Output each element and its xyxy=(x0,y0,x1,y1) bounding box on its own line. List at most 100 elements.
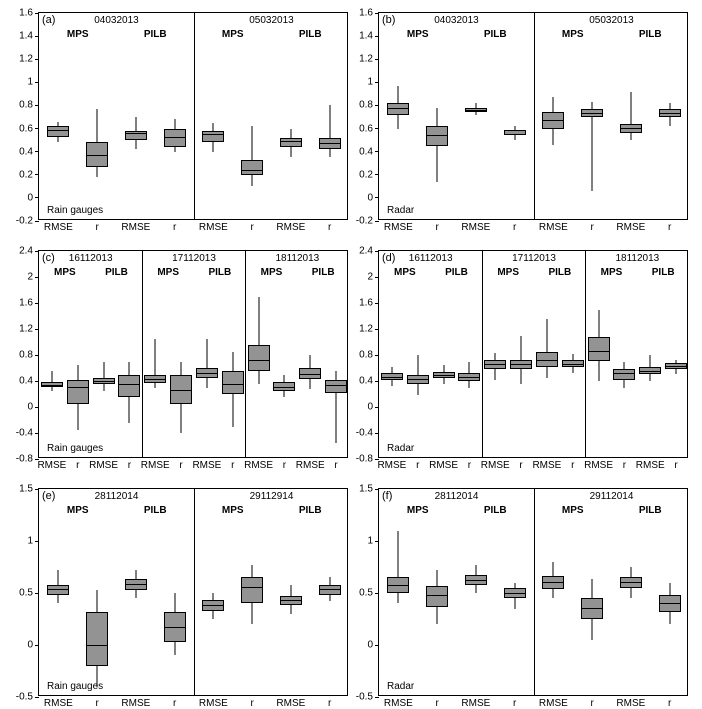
y-tick xyxy=(375,407,379,408)
median xyxy=(639,371,661,372)
median xyxy=(542,120,564,121)
y-tick-label: 0.5 xyxy=(359,588,373,599)
y-tick xyxy=(35,355,39,356)
box xyxy=(426,586,448,607)
median xyxy=(299,374,321,375)
x-tick-label: RMSE xyxy=(481,460,510,471)
median xyxy=(319,143,341,144)
corner-label: Rain gauges xyxy=(47,681,103,692)
median xyxy=(381,377,403,378)
y-tick xyxy=(375,251,379,252)
x-tick-label: r xyxy=(519,460,522,471)
series-label: PILB xyxy=(144,505,167,516)
x-tick-label: RMSE xyxy=(532,460,561,471)
corner-label: Radar xyxy=(387,443,414,454)
series-label: MPS xyxy=(407,29,429,40)
y-tick-label: 1.2 xyxy=(19,324,33,335)
y-tick xyxy=(375,36,379,37)
series-label: PILB xyxy=(639,505,662,516)
x-tick-label: r xyxy=(590,222,593,233)
y-tick xyxy=(375,381,379,382)
whisker xyxy=(329,105,330,157)
series-label: MPS xyxy=(562,505,584,516)
y-tick-label: -0.8 xyxy=(16,454,33,465)
y-tick-label: 0.8 xyxy=(359,350,373,361)
y-tick-label: 0.8 xyxy=(19,100,33,111)
panel-f: -0.500.511.5(f)Radar28112014MPSPILB29112… xyxy=(378,488,688,696)
y-tick-label: 0 xyxy=(367,192,373,203)
y-tick-label: 0.4 xyxy=(359,376,373,387)
box xyxy=(613,369,635,379)
x-tick-label: r xyxy=(668,222,671,233)
y-tick-label: 0.2 xyxy=(19,169,33,180)
x-tick-label: RMSE xyxy=(121,698,150,709)
panel-label: (a) xyxy=(42,14,55,26)
group-separator xyxy=(534,489,535,695)
median xyxy=(465,580,487,581)
box xyxy=(484,360,506,369)
y-tick-label: -0.5 xyxy=(16,692,33,703)
x-tick-label: r xyxy=(128,460,131,471)
series-label: PILB xyxy=(639,29,662,40)
y-tick xyxy=(375,593,379,594)
x-tick-label: RMSE xyxy=(636,460,665,471)
y-tick xyxy=(35,174,39,175)
series-label: MPS xyxy=(261,267,283,278)
series-label: PILB xyxy=(484,505,507,516)
y-tick xyxy=(375,128,379,129)
y-tick xyxy=(375,697,379,698)
date-label: 29112014 xyxy=(590,491,634,502)
group-separator xyxy=(482,251,483,457)
y-tick-label: 1.2 xyxy=(19,54,33,65)
box xyxy=(280,138,302,147)
x-tick-label: r xyxy=(468,460,471,471)
y-tick xyxy=(375,151,379,152)
x-tick-label: RMSE xyxy=(539,698,568,709)
y-tick-label: 2.4 xyxy=(359,246,373,257)
median xyxy=(504,134,526,135)
y-tick-label: 1 xyxy=(367,77,373,88)
x-tick-label: r xyxy=(173,698,176,709)
y-tick-label: -0.2 xyxy=(356,216,373,227)
x-tick-label: RMSE xyxy=(296,460,325,471)
series-label: PILB xyxy=(299,505,322,516)
panel-label: (d) xyxy=(382,252,395,264)
y-tick-label: 0 xyxy=(27,640,33,651)
median xyxy=(241,170,263,171)
date-label: 28112014 xyxy=(95,491,139,502)
median xyxy=(280,141,302,142)
y-tick xyxy=(375,174,379,175)
x-tick-label: r xyxy=(95,222,98,233)
y-tick-label: 1 xyxy=(27,77,33,88)
x-tick-label: r xyxy=(173,222,176,233)
y-tick-label: 1 xyxy=(27,536,33,547)
series-label: PILB xyxy=(105,267,128,278)
y-tick-label: 2 xyxy=(27,272,33,283)
y-tick-label: 0 xyxy=(27,402,33,413)
x-tick-label: r xyxy=(435,698,438,709)
y-tick-label: 0.8 xyxy=(19,350,33,361)
y-tick xyxy=(375,59,379,60)
whisker xyxy=(252,126,253,186)
date-label: 17112013 xyxy=(512,253,556,264)
median xyxy=(426,595,448,596)
median xyxy=(125,133,147,134)
median xyxy=(41,385,63,386)
series-label: PILB xyxy=(548,267,571,278)
x-tick-label: r xyxy=(76,460,79,471)
y-tick xyxy=(35,329,39,330)
median xyxy=(581,113,603,114)
x-tick-label: r xyxy=(416,460,419,471)
x-tick-label: RMSE xyxy=(121,222,150,233)
y-tick-label: 0.4 xyxy=(19,376,33,387)
box xyxy=(426,126,448,146)
x-tick-label: r xyxy=(571,460,574,471)
y-tick-label: 1.2 xyxy=(359,324,373,335)
y-tick xyxy=(35,82,39,83)
x-tick-label: RMSE xyxy=(429,460,458,471)
median xyxy=(588,351,610,352)
median xyxy=(387,585,409,586)
median xyxy=(47,130,69,131)
date-label: 05032013 xyxy=(249,15,294,26)
corner-label: Radar xyxy=(387,681,414,692)
